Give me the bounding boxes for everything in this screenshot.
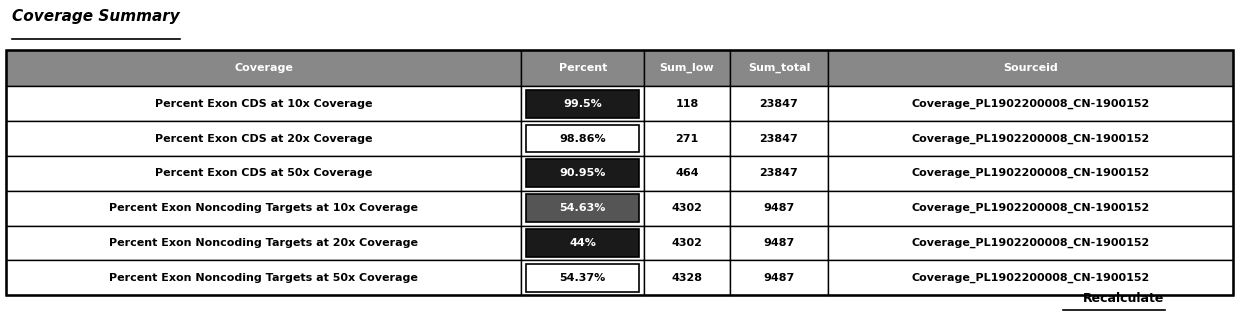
Bar [527, 90, 639, 118]
Text: Sourceid: Sourceid [1004, 63, 1058, 73]
Bar [644, 260, 730, 295]
Text: Coverage_PL1902200008_CN-1900152: Coverage_PL1902200008_CN-1900152 [912, 99, 1150, 109]
Bar [730, 156, 828, 191]
Text: 44%: 44% [569, 238, 596, 248]
Text: Coverage Summary: Coverage Summary [12, 9, 180, 24]
Bar [644, 121, 730, 156]
Text: 9487: 9487 [763, 273, 794, 283]
Bar [730, 225, 828, 260]
Bar [828, 225, 1233, 260]
Text: Coverage_PL1902200008_CN-1900152: Coverage_PL1902200008_CN-1900152 [912, 168, 1150, 178]
Bar [828, 156, 1233, 191]
Text: Percent Exon CDS at 20x Coverage: Percent Exon CDS at 20x Coverage [155, 133, 373, 143]
Bar [522, 191, 644, 225]
Bar [828, 86, 1233, 121]
Text: 4302: 4302 [672, 203, 703, 213]
Bar [730, 260, 828, 295]
Text: Percent Exon CDS at 10x Coverage: Percent Exon CDS at 10x Coverage [155, 99, 373, 109]
Bar [6, 50, 522, 86]
Text: 98.86%: 98.86% [559, 133, 606, 143]
Text: 118: 118 [675, 99, 699, 109]
Bar [644, 191, 730, 225]
Text: Percent: Percent [559, 63, 607, 73]
Text: 54.63%: 54.63% [560, 203, 606, 213]
Text: 9487: 9487 [763, 238, 794, 248]
Text: Coverage_PL1902200008_CN-1900152: Coverage_PL1902200008_CN-1900152 [912, 273, 1150, 283]
Bar [522, 225, 644, 260]
Bar [522, 121, 644, 156]
Bar [522, 156, 644, 191]
Bar [644, 156, 730, 191]
Bar [730, 86, 828, 121]
Text: 23847: 23847 [760, 133, 798, 143]
Text: Recalculate: Recalculate [1083, 292, 1165, 305]
Bar [527, 125, 639, 153]
Text: Percent Exon Noncoding Targets at 10x Coverage: Percent Exon Noncoding Targets at 10x Co… [109, 203, 419, 213]
Bar [644, 50, 730, 86]
Bar [828, 121, 1233, 156]
Text: Coverage_PL1902200008_CN-1900152: Coverage_PL1902200008_CN-1900152 [912, 203, 1150, 213]
Text: 4328: 4328 [672, 273, 703, 283]
Text: 9487: 9487 [763, 203, 794, 213]
Text: Coverage_PL1902200008_CN-1900152: Coverage_PL1902200008_CN-1900152 [912, 133, 1150, 144]
Bar [522, 50, 644, 86]
Bar [6, 156, 522, 191]
Bar [6, 225, 522, 260]
Bar [828, 50, 1233, 86]
Bar [522, 86, 644, 121]
Text: Percent Exon Noncoding Targets at 20x Coverage: Percent Exon Noncoding Targets at 20x Co… [109, 238, 419, 248]
Bar [828, 260, 1233, 295]
Bar [644, 86, 730, 121]
Text: 464: 464 [675, 168, 699, 178]
Text: 90.95%: 90.95% [560, 168, 606, 178]
Text: 4302: 4302 [672, 238, 703, 248]
Text: Sum_total: Sum_total [748, 63, 810, 73]
Bar [644, 225, 730, 260]
Text: Percent Exon CDS at 50x Coverage: Percent Exon CDS at 50x Coverage [155, 168, 373, 178]
Text: 23847: 23847 [760, 168, 798, 178]
Bar [828, 191, 1233, 225]
Text: Percent Exon Noncoding Targets at 50x Coverage: Percent Exon Noncoding Targets at 50x Co… [109, 273, 419, 283]
Bar [527, 229, 639, 257]
Bar [730, 50, 828, 86]
Bar [730, 191, 828, 225]
Text: Coverage_PL1902200008_CN-1900152: Coverage_PL1902200008_CN-1900152 [912, 238, 1150, 248]
Bar [6, 121, 522, 156]
Bar [527, 194, 639, 222]
Bar [6, 50, 1233, 295]
Bar [527, 264, 639, 292]
Bar [6, 260, 522, 295]
Text: 54.37%: 54.37% [560, 273, 606, 283]
Text: Coverage: Coverage [234, 63, 294, 73]
Text: 271: 271 [675, 133, 699, 143]
Bar [6, 191, 522, 225]
Text: 99.5%: 99.5% [564, 99, 602, 109]
Bar [6, 86, 522, 121]
Text: 23847: 23847 [760, 99, 798, 109]
Text: Sum_low: Sum_low [659, 63, 714, 73]
Bar [522, 260, 644, 295]
Bar [730, 121, 828, 156]
Bar [527, 160, 639, 187]
